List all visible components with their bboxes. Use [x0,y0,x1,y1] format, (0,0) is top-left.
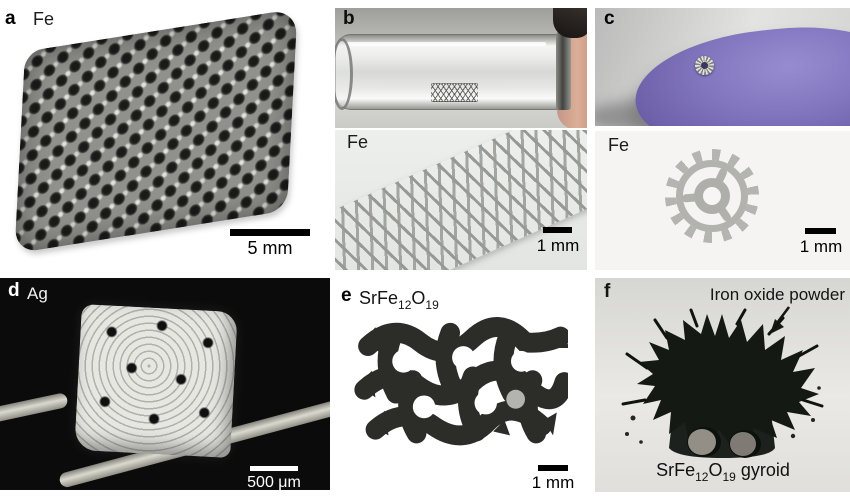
panel-e-material-label: SrFe12O19 [359,288,439,312]
scale-bar-label: 5 mm [247,238,293,258]
scale-bar-label: 1 mm [536,236,580,255]
scale-bar [805,228,836,234]
formula-base: O [411,288,426,308]
scale-bar [230,229,310,236]
iron-oxide-powder-annotation: Iron oxide powder [709,285,845,304]
thumb-shadow [553,8,587,38]
panel-d-micrograph: d Ag 500 μm [0,278,330,490]
silver-gyroid-cube [74,304,238,458]
vial-rim [335,38,353,110]
panel-f-letter: f [604,281,611,302]
scale-bar-label: 500 μm [247,474,301,490]
panel-c-letter: c [604,8,615,29]
powder-covered-gyroid [621,308,824,458]
scale-bar [543,227,572,233]
panel-b-stent-photo: Fe 1 mm [335,130,587,270]
panel-d-letter: d [8,280,20,301]
panel-c-gear-photo: Fe 1 mm [595,131,850,270]
formula-subscript: 12 [398,298,412,312]
formula-base: O [708,460,723,480]
formula-subscript: 19 [722,470,736,484]
gear-hub [694,178,730,214]
panel-a-letter: a [5,8,16,29]
scale-bar-label: 1 mm [531,473,575,492]
panel-e-letter: e [341,285,352,306]
panel-f-caption: SrFe12O19 gyroid [623,460,823,484]
scale-bar-label: 1 mm [799,237,843,256]
support-rod-left [0,392,69,423]
gear-rim [676,160,748,232]
printed-iron-gear [665,149,759,243]
panel-a-material-label: Fe [33,9,55,29]
glass-vial [335,34,571,110]
scale-bar [538,465,568,471]
stent-inside-vial [431,83,478,102]
formula-base: SrFe [656,460,696,480]
formula-base: SrFe [359,288,399,308]
caption-suffix: gyroid [735,460,790,480]
panel-b-vial-photo: b [335,8,587,128]
micro-gear-center [701,62,708,69]
ferrite-gyroid-structure [354,317,568,446]
panel-a: a Fe 5 mm [0,0,335,272]
scale-bar [250,466,298,471]
vial-cap [556,32,571,110]
panel-e: e SrFe12O19 [337,278,590,496]
panel-c-glove-photo: c [595,8,850,126]
formula-subscript: 12 [695,470,709,484]
panel-d-material-label: Ag [27,284,48,303]
vial-highlight [346,42,546,46]
micro-gear-on-glove [695,56,714,75]
panel-b-letter: b [343,8,355,29]
glove-fingertip [629,16,850,126]
formula-subscript: 19 [425,298,439,312]
panel-f-powder-photo: f Iron oxide powder SrFe12O19 gyro [595,278,850,492]
iron-gyroid-sheet [14,8,298,254]
panel-b-material-label: Fe [347,132,369,152]
panel-c-material-label: Fe [608,135,630,155]
